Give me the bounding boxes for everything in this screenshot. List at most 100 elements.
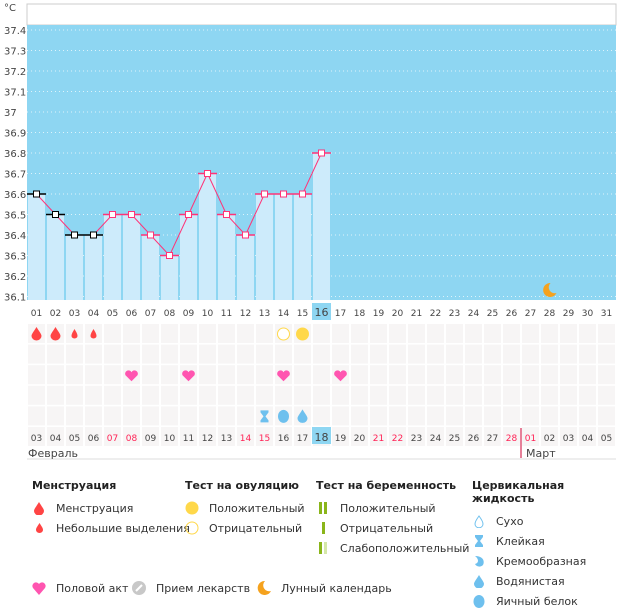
y-tick-label: 36.8 (4, 149, 26, 160)
event-cell (85, 385, 102, 405)
event-cell (161, 406, 178, 426)
cycle-day-label: 21 (411, 309, 422, 319)
event-cell (484, 365, 501, 385)
menstruation-icon (31, 327, 42, 341)
temp-bar (85, 235, 102, 300)
event-cell (408, 406, 425, 426)
event-cell (503, 427, 520, 446)
event-cell (142, 324, 159, 343)
date-label: 04 (50, 434, 62, 444)
y-tick-label: 36.4 (4, 231, 26, 242)
date-label: 12 (202, 434, 213, 444)
event-cell (370, 324, 387, 343)
event-cell (237, 427, 254, 446)
temp-bar (104, 214, 121, 300)
event-cell (66, 385, 83, 405)
event-cell (484, 427, 501, 446)
event-cell (579, 365, 596, 385)
event-cell (541, 406, 558, 426)
event-cell (560, 427, 577, 446)
event-cell (142, 406, 159, 426)
cycle-day-label: 29 (563, 309, 575, 319)
drop-large-icon (32, 501, 46, 515)
legend-title: Цервикальная жидкость (472, 479, 565, 505)
y-tick-label: 36.1 (4, 293, 26, 304)
cycle-day-label: 17 (335, 309, 346, 319)
event-cell (522, 344, 539, 364)
legend-menstruation: Менструация Менструация Небольшие выделе… (32, 479, 190, 538)
plot-top-strip (26, 3, 617, 26)
date-label: 27 (487, 434, 498, 444)
event-cell (313, 406, 330, 426)
event-cell (598, 427, 615, 446)
event-cell (28, 344, 45, 364)
date-label: 26 (468, 434, 480, 444)
event-cell (579, 324, 596, 343)
cycle-day-label: 31 (601, 309, 612, 319)
date-label: 01 (525, 434, 536, 444)
event-cell (408, 324, 425, 343)
legend-item: Положительный (340, 501, 436, 515)
cycle-day-label: 03 (69, 309, 80, 319)
event-cell (408, 365, 425, 385)
date-label: 03 (31, 434, 42, 444)
cream-drop-icon (472, 554, 486, 568)
circle-outline-icon (185, 521, 199, 535)
event-cell (256, 365, 273, 385)
cycle-day-label: 18 (354, 309, 366, 319)
event-cell (408, 427, 425, 446)
event-cell (199, 365, 216, 385)
event-cell (275, 427, 292, 446)
date-label: 05 (69, 434, 80, 444)
event-cell (237, 385, 254, 405)
event-cell (389, 344, 406, 364)
event-cell (427, 406, 444, 426)
event-cell (465, 344, 482, 364)
event-cell (199, 385, 216, 405)
temp-point (204, 170, 211, 177)
event-cell (85, 406, 102, 426)
temp-point (299, 190, 306, 198)
cycle-day-label: 05 (107, 309, 118, 319)
event-cell (294, 344, 311, 364)
event-cell (446, 385, 463, 405)
cycle-day-label: 16 (315, 306, 329, 319)
event-cell (560, 324, 577, 343)
event-cell (294, 385, 311, 405)
temp-point (280, 190, 287, 198)
temp-bar (218, 214, 235, 300)
legend-item: Яичный белок (496, 594, 578, 608)
temp-bar (161, 255, 178, 300)
cycle-day-label: 06 (126, 309, 138, 319)
temp-point (33, 190, 40, 198)
event-cell (598, 406, 615, 426)
two-lines-icon (316, 501, 330, 515)
spotting-icon (71, 329, 78, 339)
cycle-day-label: 27 (525, 309, 536, 319)
event-cell (560, 385, 577, 405)
temp-point (242, 231, 249, 239)
cycle-day-label: 25 (487, 309, 498, 319)
event-cell (66, 365, 83, 385)
event-cell (389, 385, 406, 405)
event-cell (47, 365, 64, 385)
event-cell (66, 406, 83, 426)
event-cell (47, 427, 64, 446)
legend-item: Сухо (496, 514, 524, 528)
bbt-chart: °C 37.4 37.3 37.2 37.1 37 36.9 36.8 36.7 36.6 36.5… (4, 3, 617, 460)
temp-point (52, 211, 59, 218)
temp-point (71, 231, 78, 239)
legend-item: Половой акт (56, 581, 129, 595)
event-cell (370, 385, 387, 405)
faint-line-icon (316, 541, 330, 555)
event-cell (47, 344, 64, 364)
date-label: 04 (582, 434, 594, 444)
event-cell (351, 385, 368, 405)
event-cell (123, 385, 140, 405)
cycle-day-label: 01 (31, 309, 42, 319)
event-cell (389, 324, 406, 343)
ovulation-negative-icon (277, 327, 290, 341)
event-cell (161, 365, 178, 385)
event-cell (503, 385, 520, 405)
temp-bar (123, 214, 140, 300)
